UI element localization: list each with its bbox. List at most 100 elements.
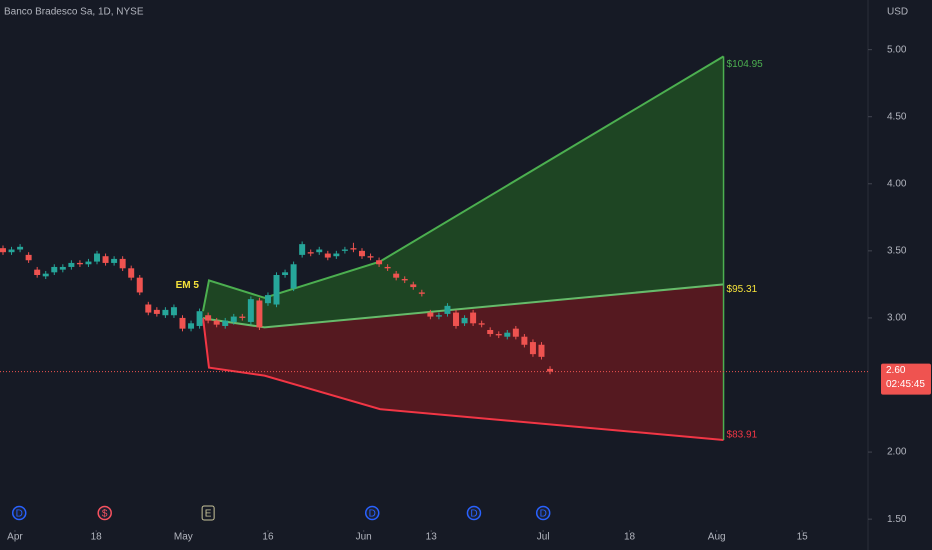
cone-label: EM 5 — [176, 280, 200, 291]
event-label: E — [205, 509, 212, 520]
candle-body — [59, 266, 66, 270]
candle-body — [94, 253, 101, 262]
candle-body — [153, 309, 160, 314]
cone-upper-fill — [203, 56, 724, 328]
candle-body — [504, 332, 511, 337]
candle-body — [102, 256, 109, 263]
event-label: D — [16, 509, 23, 520]
candle-body — [213, 320, 220, 325]
candle-body — [256, 300, 263, 328]
candle-body — [453, 312, 460, 326]
x-tick-label: 15 — [797, 532, 809, 543]
x-tick-label: Aug — [708, 532, 726, 543]
x-tick-label: Jul — [537, 532, 550, 543]
event-marker[interactable] — [466, 505, 482, 521]
y-tick-label: 5.00 — [887, 44, 907, 55]
candle-body — [529, 342, 536, 355]
candle-body — [290, 264, 297, 289]
last-price-label: 2.60 — [886, 365, 906, 376]
candle-body — [119, 258, 126, 269]
event-label: $ — [102, 509, 108, 520]
cone-middle-label: $95.31 — [727, 284, 758, 295]
event-marker[interactable] — [201, 505, 215, 521]
candle-body — [42, 273, 49, 277]
candle-body — [8, 249, 15, 253]
candle-body — [205, 315, 212, 321]
candle-body — [136, 277, 143, 293]
candle-body — [461, 317, 468, 324]
event-marker[interactable] — [97, 505, 112, 521]
symbol-title[interactable]: Banco Bradesco Sa, 1D, NYSE — [4, 7, 144, 18]
candle-body — [111, 258, 118, 263]
cone-upper-label: $104.95 — [727, 59, 764, 70]
candle-body — [547, 368, 554, 372]
candle-body — [367, 256, 374, 258]
candle-body — [230, 316, 237, 322]
y-tick-label: 4.00 — [887, 178, 907, 189]
x-tick-label: Apr — [7, 532, 23, 543]
event-label: D — [540, 509, 547, 520]
event-label: D — [470, 509, 477, 520]
candle-body — [333, 253, 340, 257]
x-tick-label: 18 — [91, 532, 103, 543]
candle-body — [393, 273, 400, 278]
cone-lower-fill — [203, 284, 724, 440]
cone-lower-label: $83.91 — [727, 430, 758, 441]
candle-body — [324, 253, 331, 258]
x-tick-label: 16 — [262, 532, 274, 543]
candle-body — [376, 260, 383, 265]
candle-body — [521, 336, 528, 345]
candle-body — [487, 330, 494, 335]
candle-body — [470, 312, 477, 324]
candle-body — [196, 311, 203, 326]
candle-body — [358, 250, 365, 257]
cone-upper-line — [202, 55, 725, 312]
event-marker[interactable] — [11, 505, 27, 521]
x-tick-label: May — [174, 532, 193, 543]
candle-body — [444, 305, 451, 314]
event-label: D — [369, 509, 376, 520]
candle-body — [17, 246, 24, 250]
candle-body — [34, 269, 41, 275]
candle-body — [68, 262, 75, 267]
candle-body — [299, 244, 306, 255]
candle-body — [307, 252, 314, 254]
candle-body — [170, 307, 177, 316]
candle-body — [145, 304, 152, 313]
candle-body — [316, 249, 323, 253]
candle-body — [162, 309, 169, 316]
candle-body — [179, 317, 186, 329]
candle-body — [25, 254, 32, 261]
event-marker[interactable] — [535, 505, 551, 521]
y-tick-label: 2.00 — [887, 447, 907, 458]
candle-body — [495, 334, 502, 336]
candle-body — [51, 266, 58, 273]
last-price-tag — [881, 363, 931, 395]
y-tick-label: 3.50 — [887, 245, 907, 256]
y-tick-label: 1.50 — [887, 514, 907, 525]
y-tick-label: 4.50 — [887, 111, 907, 122]
candle-body — [410, 284, 417, 288]
y-tick-label: 3.00 — [887, 313, 907, 324]
candle-body — [341, 249, 348, 251]
candle-body — [247, 299, 254, 322]
x-tick-label: 18 — [624, 532, 636, 543]
event-marker[interactable] — [364, 505, 380, 521]
candle-body — [401, 279, 408, 281]
x-tick-label: 13 — [426, 532, 438, 543]
candle-body — [188, 323, 195, 329]
candle-body — [239, 316, 246, 318]
candle-body — [222, 320, 229, 326]
countdown: 02:45:45 — [886, 379, 925, 390]
candle-body — [418, 292, 425, 294]
candle-body — [273, 275, 280, 305]
candle-body — [384, 266, 391, 269]
candle-body — [0, 248, 6, 253]
x-tick-label: Jun — [356, 532, 372, 543]
candle-body — [538, 344, 545, 357]
candle-body — [427, 312, 434, 317]
currency: USD — [887, 7, 908, 18]
candle-body — [435, 315, 442, 317]
